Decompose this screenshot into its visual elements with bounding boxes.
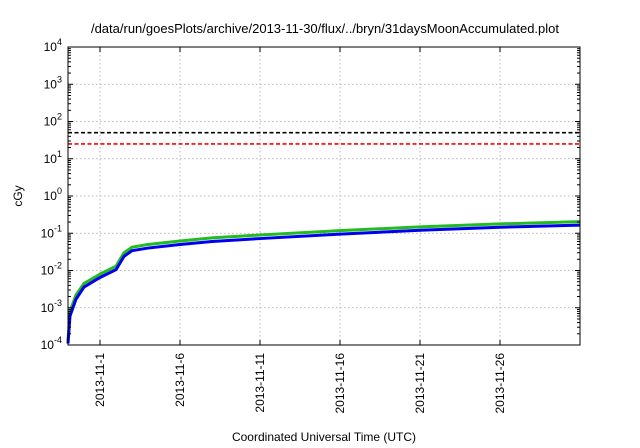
x-axis-label: Coordinated Universal Time (UTC) [232,430,416,444]
y-tick-label: 10-1 [41,223,62,240]
x-tick-label: 2013-11-1 [93,353,107,407]
y-tick-label: 102 [44,112,62,129]
y-tick-label: 10-4 [41,335,62,352]
reference-lines [68,131,580,145]
x-tick-label: 2013-11-26 [493,353,507,414]
x-tick-label: 2013-11-11 [253,353,267,413]
y-tick-label: 103 [44,74,62,91]
series-line-1 [66,220,581,341]
y-tick-label: 10-3 [41,298,62,315]
y-tick-label: 104 [44,37,62,54]
y-tick-label: 100 [44,186,62,203]
y-axis-label: cGy [11,185,25,206]
x-tick-label: 2013-11-21 [413,353,427,414]
y-tick-labels: 10-4 10-3 10-2 10-1 100 101 102 103 104 [41,37,62,352]
x-tick-label: 2013-11-16 [333,353,347,414]
grid [68,47,580,345]
series-group [66,220,581,344]
ticks [68,46,580,346]
y-tick-label: 101 [44,149,62,166]
x-tick-labels: 2013-11-1 2013-11-6 2013-11-11 2013-11-16 20… [93,353,507,414]
chart-title: /data/run/goesPlots/archive/2013-11-30/f… [91,21,559,36]
series-line-2 [66,223,581,344]
x-tick-label: 2013-11-6 [173,353,187,407]
y-tick-label: 10-2 [41,261,62,278]
